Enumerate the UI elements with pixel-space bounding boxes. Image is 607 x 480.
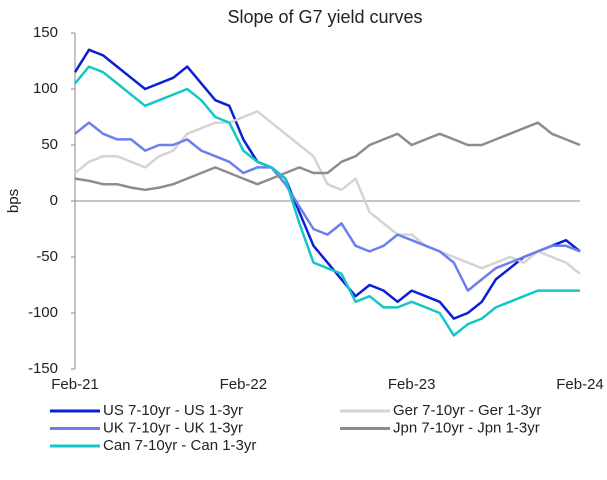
x-tick-label: Feb-22: [220, 376, 268, 393]
y-tick-label: 50: [41, 136, 58, 153]
y-tick-label: -50: [36, 248, 58, 265]
series-line: [74, 121, 581, 292]
series-line: [74, 65, 580, 337]
x-tick-label: Feb-23: [388, 376, 436, 393]
y-tick-label: -100: [28, 304, 58, 321]
chart-title: Slope of G7 yield curves: [227, 7, 422, 27]
legend-label: UK 7-10yr - UK 1-3yr: [103, 419, 243, 436]
legend-label: Jpn 7-10yr - Jpn 1-3yr: [393, 419, 540, 436]
y-tick-label: 0: [50, 192, 58, 209]
y-tick-label: -150: [28, 360, 58, 377]
series-line: [74, 121, 581, 192]
legend-label: US 7-10yr - US 1-3yr: [103, 402, 243, 419]
y-tick-label: 100: [33, 80, 58, 97]
x-tick-label: Feb-24: [556, 376, 604, 393]
y-axis-label: bps: [5, 189, 22, 213]
x-tick-label: Feb-21: [51, 376, 99, 393]
legend-label: Can 7-10yr - Can 1-3yr: [103, 437, 256, 454]
series-line: [73, 48, 581, 320]
y-tick-label: 150: [33, 24, 58, 41]
series-line: [74, 110, 581, 275]
legend-label: Ger 7-10yr - Ger 1-3yr: [393, 402, 541, 419]
